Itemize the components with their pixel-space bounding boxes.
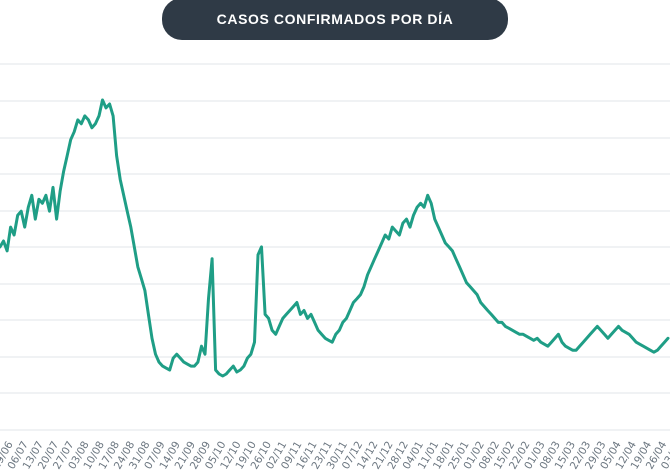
x-tick-label: 03/05: [659, 439, 670, 470]
chart-title: CASOS CONFIRMADOS POR DÍA: [216, 11, 454, 27]
series-line: [0, 98, 670, 378]
x-axis-tick-labels: 29/0606/0713/0720/0727/0703/0810/0817/08…: [0, 439, 670, 470]
grid-lines: [0, 63, 670, 431]
chart-title-pill: CASOS CONFIRMADOS POR DÍA: [162, 0, 508, 40]
